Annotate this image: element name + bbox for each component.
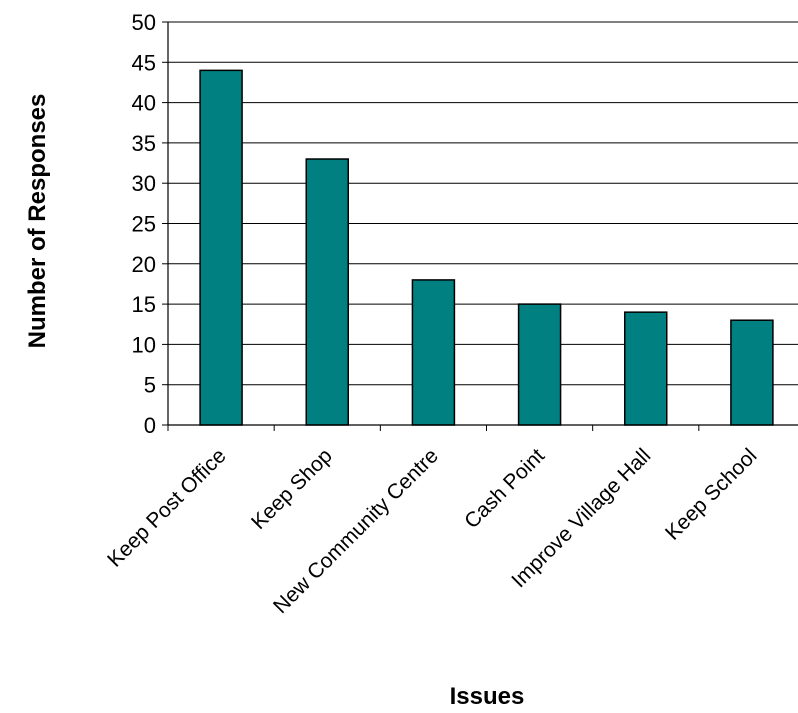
y-tick-label: 10 <box>132 332 156 357</box>
bar <box>411 279 456 426</box>
x-category-label: Cash Point <box>460 444 549 533</box>
x-category-label: Keep Post Office <box>103 444 230 571</box>
y-tick-label: 0 <box>144 413 156 438</box>
bar <box>730 319 774 426</box>
bars <box>199 69 774 426</box>
bar <box>305 158 349 426</box>
bar <box>624 311 668 426</box>
y-tick-label: 5 <box>144 373 156 398</box>
y-axis-title: Number of Responses <box>24 94 51 349</box>
bar <box>199 69 243 426</box>
y-tick-label: 35 <box>132 131 156 156</box>
y-tick-label: 40 <box>132 91 156 116</box>
x-category-label: Keep School <box>661 444 761 544</box>
x-axis-title: Issues <box>450 683 525 710</box>
bar <box>517 303 562 426</box>
y-tick-label: 50 <box>132 10 156 35</box>
x-category-label: Keep Shop <box>247 444 337 534</box>
y-tick-label: 25 <box>132 212 156 237</box>
y-tick-label: 15 <box>132 292 156 317</box>
y-tick-label: 30 <box>132 171 156 196</box>
y-tick-label: 20 <box>132 252 156 277</box>
gridlines <box>168 21 798 386</box>
axes <box>162 21 798 431</box>
y-tick-label: 45 <box>132 50 156 75</box>
